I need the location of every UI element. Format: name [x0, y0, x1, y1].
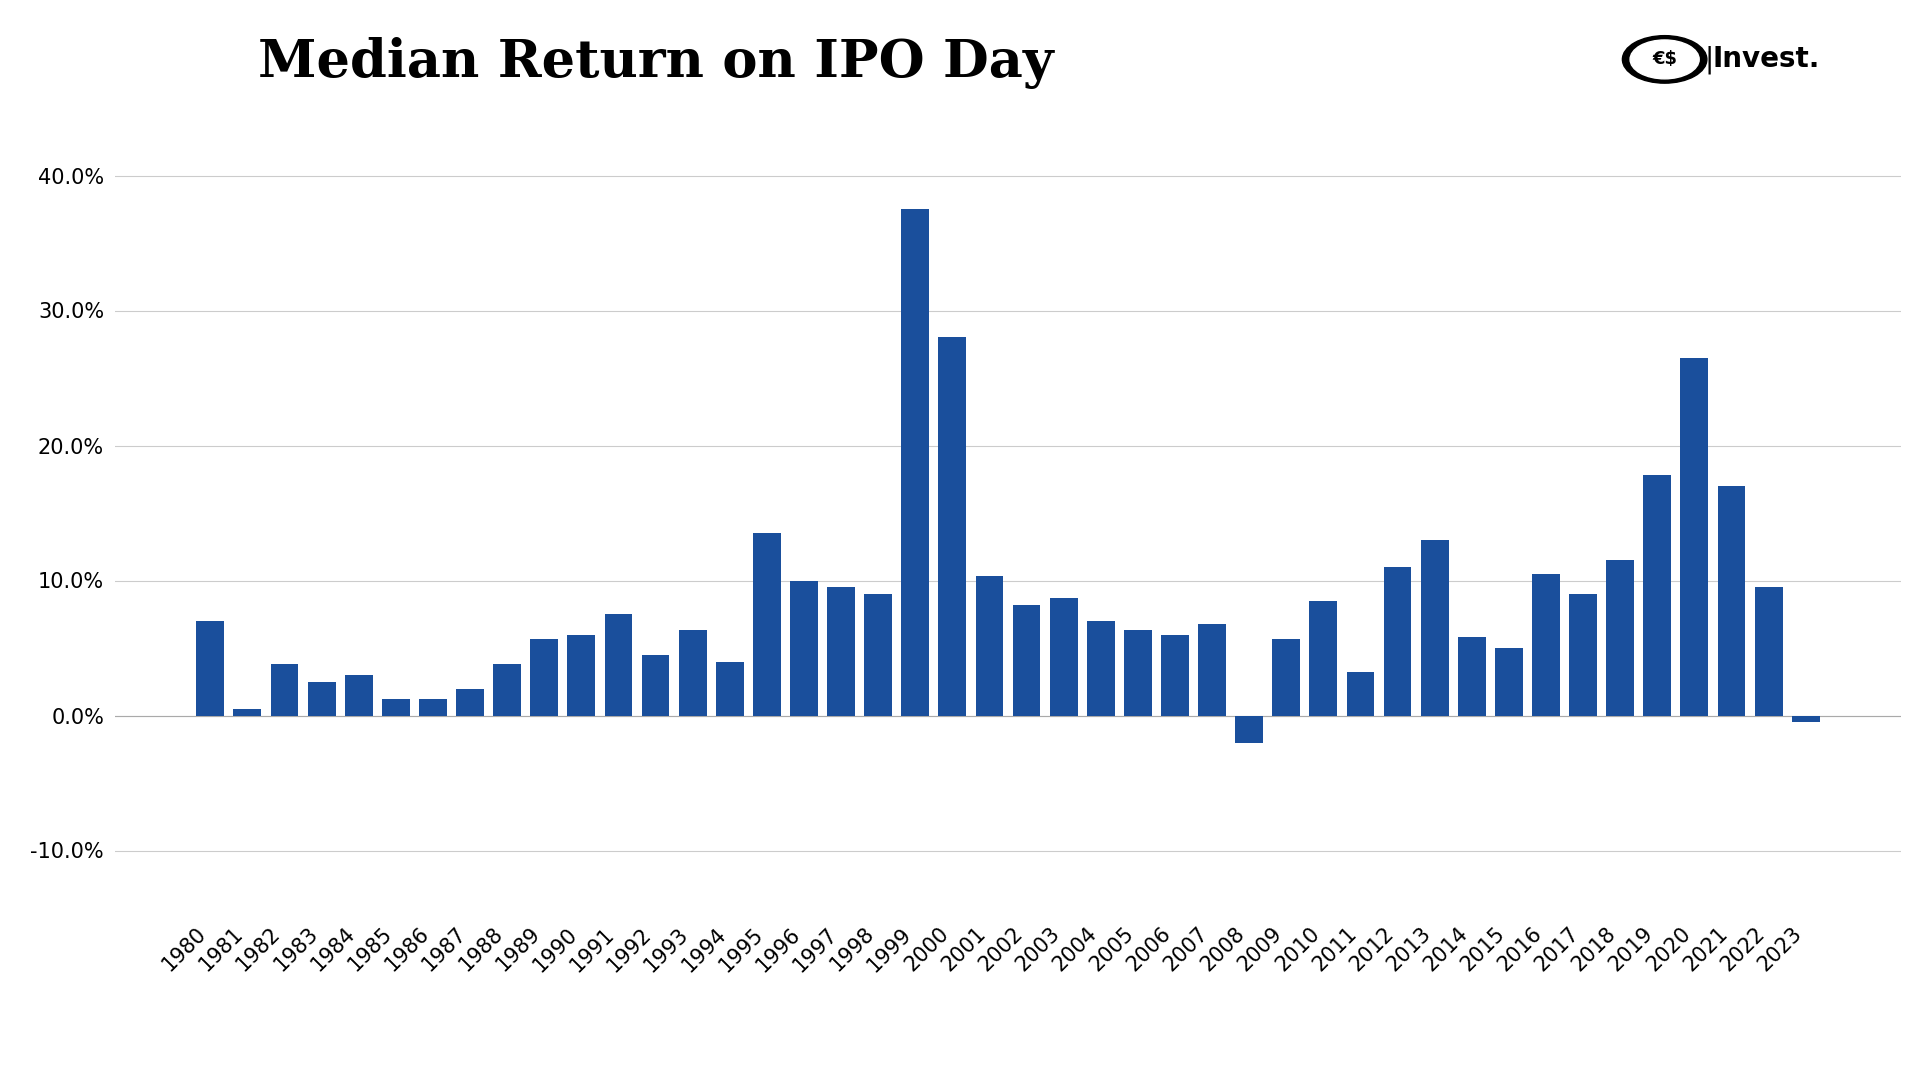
- Bar: [1198, 623, 1227, 715]
- Bar: [1087, 621, 1116, 715]
- Bar: [493, 664, 520, 715]
- Text: €$: €$: [1651, 51, 1678, 68]
- Bar: [1123, 631, 1152, 715]
- Bar: [864, 594, 893, 715]
- Bar: [1755, 588, 1782, 715]
- Bar: [1162, 634, 1188, 715]
- Bar: [234, 708, 261, 715]
- Bar: [678, 631, 707, 715]
- Bar: [939, 337, 966, 715]
- Bar: [789, 581, 818, 715]
- Bar: [1607, 561, 1634, 715]
- Bar: [382, 700, 409, 715]
- Bar: [1532, 573, 1559, 715]
- Bar: [1273, 638, 1300, 715]
- Bar: [1791, 715, 1820, 723]
- Bar: [419, 700, 447, 715]
- Bar: [1235, 715, 1263, 743]
- Bar: [1050, 598, 1077, 715]
- Bar: [196, 621, 225, 715]
- Bar: [307, 681, 336, 715]
- Text: Invest.: Invest.: [1713, 45, 1820, 73]
- Bar: [975, 577, 1004, 715]
- Bar: [641, 654, 670, 715]
- Bar: [1346, 672, 1375, 715]
- Bar: [271, 664, 298, 715]
- Bar: [1421, 540, 1448, 715]
- Bar: [1718, 486, 1745, 715]
- Text: |: |: [1705, 45, 1713, 73]
- Bar: [1496, 648, 1523, 715]
- Bar: [716, 661, 743, 715]
- Bar: [605, 615, 632, 715]
- Bar: [1680, 357, 1709, 715]
- Text: Median Return on IPO Day: Median Return on IPO Day: [257, 38, 1054, 90]
- Bar: [1309, 600, 1338, 715]
- Bar: [346, 675, 372, 715]
- Bar: [1384, 567, 1411, 715]
- Bar: [530, 638, 559, 715]
- Bar: [1569, 594, 1597, 715]
- Bar: [1012, 605, 1041, 715]
- Bar: [1644, 475, 1670, 715]
- Bar: [568, 634, 595, 715]
- Bar: [900, 210, 929, 715]
- Bar: [457, 689, 484, 715]
- Bar: [828, 588, 854, 715]
- Bar: [1457, 637, 1486, 715]
- Bar: [753, 534, 781, 715]
